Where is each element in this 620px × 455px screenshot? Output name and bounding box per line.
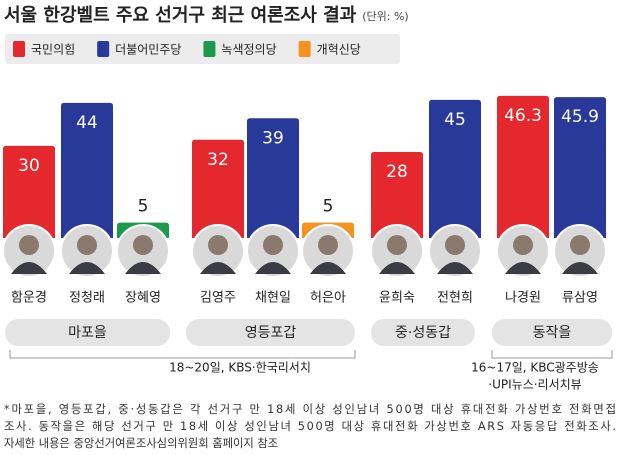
- value-label: 44: [76, 113, 98, 133]
- bar: [61, 102, 113, 238]
- candidate-name: 채현일: [255, 291, 291, 306]
- group-pill: [5, 319, 170, 346]
- legend-swatch: [298, 41, 311, 57]
- bar: [192, 139, 244, 238]
- candidate-name: 김영주: [200, 291, 236, 306]
- legend-swatch: [97, 41, 110, 57]
- value-label: 32: [207, 150, 229, 170]
- candidate-name: 전현희: [437, 291, 473, 306]
- footnote: 자세한 내용은 중앙선거여론조사심의위원회 홈페이지 참조: [4, 436, 278, 450]
- portrait-head: [513, 235, 533, 255]
- value-label: 46.3: [504, 106, 542, 126]
- portrait-body: [255, 262, 291, 274]
- value-label: 5: [138, 197, 149, 217]
- candidate-name: 윤희숙: [379, 291, 415, 306]
- candidate-name: 정청래: [69, 291, 105, 306]
- legend-swatch: [203, 41, 216, 57]
- group-label: 마포을: [68, 325, 107, 341]
- legend-label: 더불어민주당: [115, 43, 181, 57]
- portrait-body: [125, 262, 161, 274]
- source-text: 16~17일, KBC광주방송: [471, 361, 599, 375]
- chart-title: 서울 한강벨트 주요 선거구 최근 여론조사 결과: [4, 5, 357, 26]
- portrait-body: [69, 262, 105, 274]
- candidate-name: 나경원: [505, 291, 541, 306]
- portrait-head: [208, 235, 228, 255]
- portrait-body: [310, 262, 346, 274]
- bar: [554, 97, 606, 238]
- portrait-head: [133, 235, 153, 255]
- portrait-body: [437, 262, 473, 274]
- source-text: ·UPI뉴스·리서치뷰: [488, 378, 581, 392]
- value-label: 45.9: [561, 107, 599, 127]
- legend-swatch: [13, 41, 25, 57]
- footnote: 조사. 동작을은 해당 선거구 만 18세 이상 성인남녀 500명 대상 휴대…: [4, 420, 616, 433]
- source-text: 16~17일, KBC광주방송: [471, 361, 599, 375]
- bar: [247, 118, 299, 238]
- portrait-head: [570, 235, 590, 255]
- group-pill: [492, 319, 612, 346]
- footnote: *마포을, 영등포갑, 중·성동갑은 각 선거구 만 18세 이상 성인남녀 5…: [4, 403, 616, 416]
- portrait-head: [387, 235, 407, 255]
- bar: [429, 99, 481, 238]
- portrait-body: [562, 262, 598, 274]
- group-label: 중·성동갑: [395, 325, 451, 341]
- source-bracket: [491, 350, 613, 359]
- value-label: 5: [323, 197, 334, 217]
- group-label: 동작을: [533, 325, 572, 341]
- portrait-body: [11, 262, 47, 274]
- bar: [497, 95, 549, 238]
- source-text: 18~20일, KBS·한국리서치: [169, 361, 311, 375]
- value-label: 28: [386, 162, 408, 182]
- group-pill: [186, 319, 355, 346]
- candidate-name: 함운경: [11, 291, 47, 306]
- group-pill: [371, 319, 475, 346]
- candidate-name: 장혜영: [125, 291, 161, 306]
- legend-label: 국민의힘: [31, 43, 75, 57]
- value-label: 39: [262, 128, 284, 148]
- portrait-head: [263, 235, 283, 255]
- portrait-head: [19, 235, 39, 255]
- value-label: 30: [18, 156, 40, 176]
- candidate-name: 허은아: [310, 291, 346, 306]
- portrait-body: [505, 262, 541, 274]
- portrait-body: [200, 262, 236, 274]
- portrait-head: [318, 235, 338, 255]
- legend-label: 개혁신당: [317, 43, 361, 57]
- candidate-name: 류삼영: [562, 291, 598, 306]
- source-text: 18~20일, KBS·한국리서치: [169, 361, 311, 375]
- value-label: 45: [444, 110, 466, 130]
- group-label: 영등포갑: [245, 325, 297, 341]
- unit-note: (단위: %): [362, 10, 408, 23]
- source-text: ·UPI뉴스·리서치뷰: [488, 378, 581, 392]
- source-bracket: [9, 350, 356, 359]
- portrait-body: [379, 262, 415, 274]
- portrait-head: [445, 235, 465, 255]
- legend-label: 녹색정의당: [221, 43, 276, 57]
- bar: [371, 152, 423, 238]
- portrait-head: [77, 235, 97, 255]
- bar: [3, 145, 55, 238]
